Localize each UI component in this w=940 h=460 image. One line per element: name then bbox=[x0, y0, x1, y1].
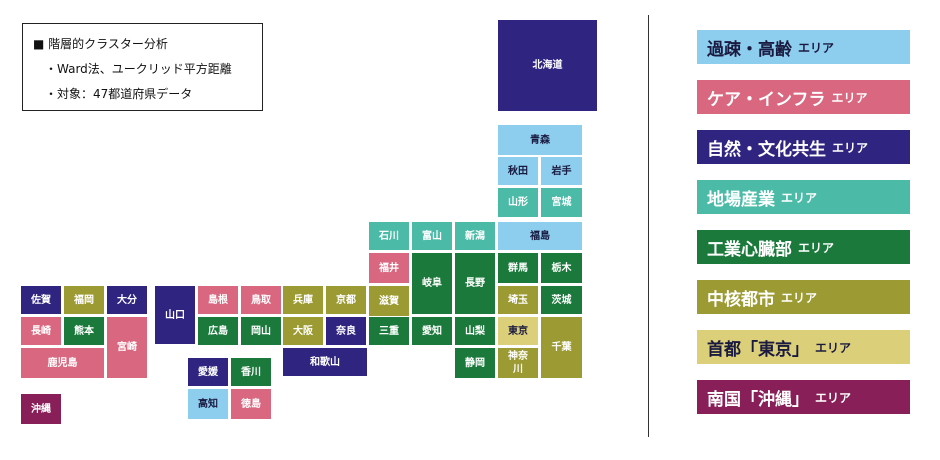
prefecture-tile: 秋田 bbox=[498, 157, 538, 185]
legend-item: 工業心臓部 エリア bbox=[697, 230, 910, 264]
prefecture-tile: 新潟 bbox=[455, 222, 495, 250]
prefecture-tile: 茨城 bbox=[541, 286, 582, 314]
prefecture-tile: 奈良 bbox=[326, 317, 366, 345]
prefecture-tile: 香川 bbox=[231, 358, 271, 386]
prefecture-tile: 富山 bbox=[412, 222, 452, 250]
legend-name: 工業心臓部 bbox=[707, 239, 792, 260]
prefecture-tile: 山梨 bbox=[455, 317, 495, 345]
prefecture-tile: 山口 bbox=[155, 286, 195, 344]
legend-suffix: エリア bbox=[798, 240, 835, 255]
legend-item: 地場産業 エリア bbox=[697, 180, 910, 214]
prefecture-tile: 神奈川 bbox=[498, 348, 538, 378]
prefecture-tile: 福島 bbox=[498, 222, 582, 250]
legend-suffix: エリア bbox=[798, 40, 835, 55]
legend-name: 地場産業 bbox=[707, 189, 775, 210]
prefecture-tile: 徳島 bbox=[231, 389, 271, 419]
note-title: ■ 階層的クラスター分析 bbox=[33, 37, 168, 51]
prefecture-tile: 和歌山 bbox=[283, 348, 367, 376]
prefecture-tile: 山形 bbox=[498, 188, 538, 217]
legend-item: 自然・文化共生 エリア bbox=[697, 130, 910, 164]
prefecture-tile: 埼玉 bbox=[498, 286, 538, 314]
legend-name: 過疎・高齢 bbox=[707, 39, 792, 60]
prefecture-tile: 北海道 bbox=[498, 20, 597, 111]
prefecture-tile: 青森 bbox=[498, 125, 582, 155]
prefecture-tile: 熊本 bbox=[64, 317, 104, 345]
legend-name: ケア・インフラ bbox=[707, 89, 826, 110]
legend-suffix: エリア bbox=[815, 340, 852, 355]
legend-suffix: エリア bbox=[815, 390, 852, 405]
note-box: ■ 階層的クラスター分析 ・Ward法、ユークリッド平方距離 ・対象：47都道府… bbox=[22, 23, 263, 111]
legend-suffix: エリア bbox=[781, 190, 818, 205]
legend-item: 過疎・高齢 エリア bbox=[697, 30, 910, 64]
prefecture-tile: 群馬 bbox=[498, 253, 538, 283]
prefecture-tile: 滋賀 bbox=[369, 286, 409, 316]
prefecture-tile: 京都 bbox=[326, 286, 366, 314]
prefecture-tile: 東京 bbox=[498, 317, 538, 345]
prefecture-tile: 高知 bbox=[188, 389, 228, 419]
prefecture-tile: 岩手 bbox=[541, 157, 582, 185]
legend-name: 首都「東京」 bbox=[707, 339, 809, 360]
prefecture-tile: 佐賀 bbox=[21, 286, 61, 314]
legend-item: ケア・インフラ エリア bbox=[697, 80, 910, 114]
prefecture-tile: 石川 bbox=[369, 222, 409, 250]
note-line: ・対象：47都道府県データ bbox=[45, 87, 193, 101]
prefecture-tile: 千葉 bbox=[541, 317, 582, 378]
prefecture-tile: 鹿児島 bbox=[21, 348, 104, 378]
prefecture-tile: 大分 bbox=[107, 286, 147, 314]
legend-name: 南国「沖縄」 bbox=[707, 389, 809, 410]
prefecture-tile: 島根 bbox=[198, 286, 238, 314]
legend-item: 南国「沖縄」 エリア bbox=[697, 380, 910, 414]
prefecture-tile: 静岡 bbox=[455, 348, 495, 378]
legend-suffix: エリア bbox=[832, 140, 869, 155]
prefecture-tile: 大阪 bbox=[283, 317, 323, 345]
prefecture-tile: 宮城 bbox=[541, 188, 582, 217]
legend-name: 自然・文化共生 bbox=[707, 139, 826, 160]
note-line: ・Ward法、ユークリッド平方距離 bbox=[45, 62, 232, 76]
prefecture-tile: 福井 bbox=[369, 253, 409, 283]
prefecture-tile: 福岡 bbox=[64, 286, 104, 314]
prefecture-tile: 長崎 bbox=[21, 317, 61, 345]
prefecture-tile: 長野 bbox=[455, 253, 495, 314]
prefecture-tile: 広島 bbox=[198, 317, 238, 345]
prefecture-tile: 愛媛 bbox=[188, 358, 228, 386]
prefecture-tile: 鳥取 bbox=[241, 286, 281, 314]
legend-item: 首都「東京」 エリア bbox=[697, 330, 910, 364]
prefecture-tile: 兵庫 bbox=[283, 286, 323, 314]
prefecture-tile: 栃木 bbox=[541, 253, 582, 283]
legend-suffix: エリア bbox=[781, 290, 818, 305]
prefecture-tile: 岐阜 bbox=[412, 253, 452, 314]
prefecture-tile: 岡山 bbox=[241, 317, 281, 345]
legend-suffix: エリア bbox=[831, 90, 868, 105]
prefecture-tile: 三重 bbox=[369, 317, 409, 345]
prefecture-tile: 沖縄 bbox=[21, 394, 61, 424]
legend-item: 中核都市 エリア bbox=[697, 280, 910, 314]
divider bbox=[648, 15, 649, 437]
prefecture-tile: 宮崎 bbox=[107, 317, 147, 378]
prefecture-tile: 愛知 bbox=[412, 317, 452, 345]
legend-name: 中核都市 bbox=[707, 289, 775, 310]
